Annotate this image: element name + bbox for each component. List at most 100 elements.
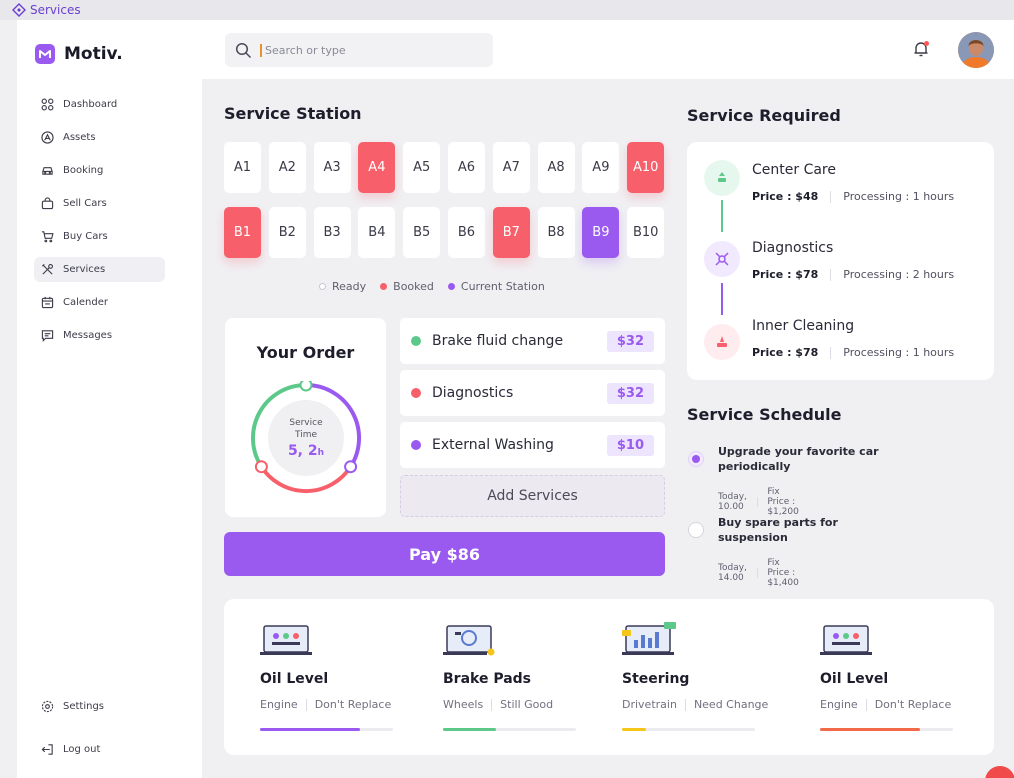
required-item-processing: Processing : 1 hours xyxy=(843,346,955,359)
schedule-item-time: Today, 14.00 xyxy=(718,563,747,583)
service-required-card: Center Care Price : $48 Processing : 1 ho… xyxy=(687,142,994,380)
logout-icon xyxy=(41,744,53,755)
ready-dot-icon xyxy=(319,283,326,290)
monitor-icon xyxy=(622,622,676,655)
stat-progress-fill xyxy=(260,728,360,731)
station-slot-a7[interactable]: A7 xyxy=(492,142,530,193)
ring-label: Service Time xyxy=(289,418,323,440)
service-price: $10 xyxy=(606,434,654,456)
diagnostics-icon xyxy=(704,241,740,277)
diamond-icon xyxy=(12,3,26,17)
search-input[interactable] xyxy=(260,43,460,57)
station-slot-b1[interactable]: B1 xyxy=(224,207,261,258)
order-service-row[interactable]: Diagnostics $32 xyxy=(400,370,665,416)
service-name: External Washing xyxy=(432,437,554,453)
sidebar-item-assets[interactable]: Assets xyxy=(34,125,165,150)
order-service-row[interactable]: External Washing $10 xyxy=(400,422,665,468)
bell-icon[interactable] xyxy=(912,40,930,58)
legend-current: Current Station xyxy=(447,280,545,293)
station-slot-b2[interactable]: B2 xyxy=(268,207,306,258)
station-slot-a6[interactable]: A6 xyxy=(448,142,485,193)
station-slot-b10[interactable]: B10 xyxy=(627,207,665,258)
pay-button[interactable]: Pay $86 xyxy=(224,532,665,576)
station-slot-a5[interactable]: A5 xyxy=(403,142,441,193)
sidebar-item-logout[interactable]: Log out xyxy=(41,737,100,762)
browser-tab[interactable]: Services xyxy=(12,2,81,18)
station-slot-a3[interactable]: A3 xyxy=(313,142,351,193)
stat-progress-track xyxy=(260,728,393,731)
station-slot-b8[interactable]: B8 xyxy=(537,207,575,258)
station-slot-b5[interactable]: B5 xyxy=(403,207,441,258)
sidebar-item-services[interactable]: Services xyxy=(34,257,165,282)
service-price: $32 xyxy=(606,330,654,352)
station-slot-b4[interactable]: B4 xyxy=(358,207,396,258)
schedule-item-time: Today, 10.00 xyxy=(718,492,747,512)
service-required-title: Service Required xyxy=(687,106,841,125)
cart-icon xyxy=(41,231,54,243)
stat-title: Steering xyxy=(622,671,690,687)
station-slot-a10[interactable]: A10 xyxy=(627,142,665,193)
schedule-item-meta: Today, 14.00 Fix Price : $1,400 xyxy=(718,558,799,588)
schedule-item-price: Fix Price : $1,400 xyxy=(767,558,799,588)
station-slot-a9[interactable]: A9 xyxy=(582,142,620,193)
station-slot-b6[interactable]: B6 xyxy=(448,207,485,258)
station-slot-a2[interactable]: A2 xyxy=(268,142,306,193)
required-item-meta: Price : $48 Processing : 1 hours xyxy=(752,190,954,203)
stat-progress-fill xyxy=(820,728,920,731)
sidebar: Motiv. Dashboard Assets Booking Sell Car… xyxy=(17,20,202,778)
stat-meta: Drivetrain Need Change xyxy=(622,698,768,711)
stat-right: Don't Replace xyxy=(874,698,952,711)
stat-progress-track xyxy=(820,728,953,731)
stat-left: Engine xyxy=(260,698,298,711)
timeline-connector xyxy=(721,200,723,232)
ring-value-unit: h xyxy=(317,448,325,458)
required-item-meta: Price : $78 Processing : 1 hours xyxy=(752,346,954,359)
stat-title: Brake Pads xyxy=(443,671,532,687)
stat-left: Drivetrain xyxy=(622,698,677,711)
sidebar-item-settings[interactable]: Settings xyxy=(41,694,104,719)
search-icon xyxy=(235,42,252,58)
sidebar-nav: Dashboard Assets Booking Sell Cars Buy C… xyxy=(34,92,165,356)
browser-tab-label: Services xyxy=(30,3,81,17)
sidebar-item-messages[interactable]: Messages xyxy=(34,323,165,348)
stat-left: Engine xyxy=(820,698,858,711)
schedule-item-title: Buy spare parts for suspension xyxy=(718,516,838,544)
station-slot-a1[interactable]: A1 xyxy=(224,142,261,193)
sidebar-item-label: Booking xyxy=(63,165,104,176)
station-slot-a4[interactable]: A4 xyxy=(358,142,396,193)
required-item-price: Price : $48 xyxy=(752,190,819,203)
order-title: Your Order xyxy=(256,343,355,362)
station-slot-a8[interactable]: A8 xyxy=(537,142,575,193)
station-slot-b7[interactable]: B7 xyxy=(492,207,530,258)
sidebar-item-label: Sell Cars xyxy=(63,198,107,209)
order-service-row[interactable]: Brake fluid change $32 xyxy=(400,318,665,364)
stat-title: Oil Level xyxy=(260,671,329,687)
sidebar-item-label: Settings xyxy=(63,701,105,712)
stat-title: Oil Level xyxy=(820,671,889,687)
service-price: $32 xyxy=(606,382,654,404)
service-color-dot xyxy=(411,440,421,450)
booked-dot-icon xyxy=(380,283,388,290)
help-button[interactable] xyxy=(985,766,1014,778)
schedule-radio[interactable] xyxy=(688,451,704,467)
schedule-radio[interactable] xyxy=(688,522,704,538)
search-box xyxy=(225,33,493,67)
window-margin xyxy=(0,20,17,778)
sidebar-item-booking[interactable]: Booking xyxy=(34,158,165,183)
sidebar-item-sell-cars[interactable]: Sell Cars xyxy=(34,191,165,216)
avatar[interactable] xyxy=(958,32,994,68)
sidebar-item-buy-cars[interactable]: Buy Cars xyxy=(34,224,165,249)
station-slot-b3[interactable]: B3 xyxy=(313,207,351,258)
station-slot-b9[interactable]: B9 xyxy=(582,207,620,258)
sidebar-item-dashboard[interactable]: Dashboard xyxy=(34,92,165,117)
sidebar-item-label: Assets xyxy=(63,132,96,143)
notification-dot xyxy=(924,41,929,46)
sidebar-item-label: Calender xyxy=(63,297,108,308)
brand-logo[interactable]: Motiv. xyxy=(35,44,123,64)
sidebar-item-calender[interactable]: Calender xyxy=(34,290,165,315)
sidebar-settings-wrap: Settings xyxy=(41,694,104,727)
required-item-meta: Price : $78 Processing : 2 hours xyxy=(752,268,954,281)
message-icon xyxy=(41,330,54,342)
add-services-button[interactable]: Add Services xyxy=(400,475,665,517)
stat-progress-fill xyxy=(622,728,646,731)
